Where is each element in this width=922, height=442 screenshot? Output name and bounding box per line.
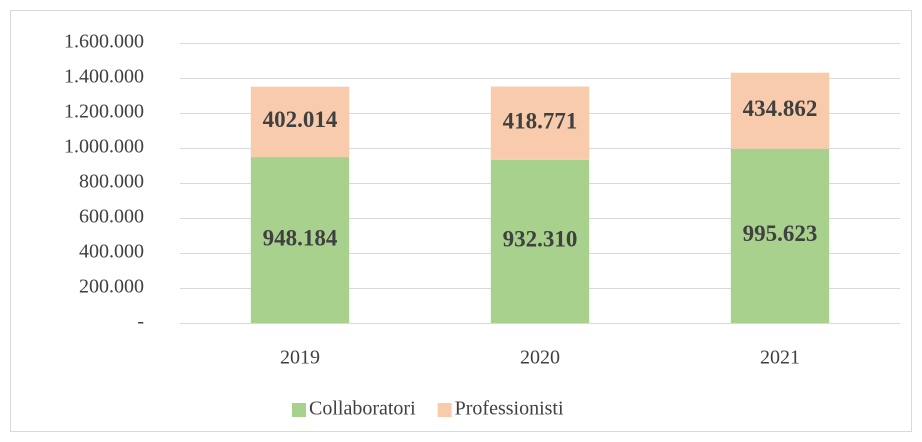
value-label: 932.310 bbox=[503, 227, 578, 252]
y-tick-label: 800.000 bbox=[79, 171, 144, 193]
y-tick-label: 600.000 bbox=[79, 206, 144, 228]
y-tick-label: 1.400.000 bbox=[64, 66, 144, 88]
value-label: 418.771 bbox=[503, 108, 578, 133]
x-tick-label: 2021 bbox=[760, 347, 800, 369]
y-tick-label: 1.600.000 bbox=[64, 31, 144, 53]
value-label: 995.623 bbox=[743, 221, 818, 246]
y-tick-label: 1.200.000 bbox=[64, 101, 144, 123]
y-tick-label: - bbox=[137, 311, 144, 333]
bar-segment bbox=[490, 86, 590, 160]
value-label: 402.014 bbox=[263, 107, 338, 132]
y-tick-label: 1.000.000 bbox=[64, 136, 144, 158]
bar-segment bbox=[490, 159, 590, 323]
x-tick-label: 2020 bbox=[520, 347, 560, 369]
y-tick-label: 200.000 bbox=[79, 276, 144, 298]
value-label: 434.862 bbox=[743, 96, 818, 121]
y-tick-label: 400.000 bbox=[79, 241, 144, 263]
legend-label: Collaboratori bbox=[309, 398, 416, 420]
bar-segment bbox=[250, 86, 350, 158]
bar-segment bbox=[730, 72, 830, 149]
legend-label: Professionisti bbox=[455, 398, 564, 420]
legend-swatch bbox=[292, 403, 306, 417]
value-label: 948.184 bbox=[263, 225, 338, 250]
bar-segment bbox=[730, 148, 830, 323]
x-tick-label: 2019 bbox=[280, 347, 320, 369]
bar-segment bbox=[250, 157, 350, 323]
legend-swatch bbox=[437, 403, 452, 417]
